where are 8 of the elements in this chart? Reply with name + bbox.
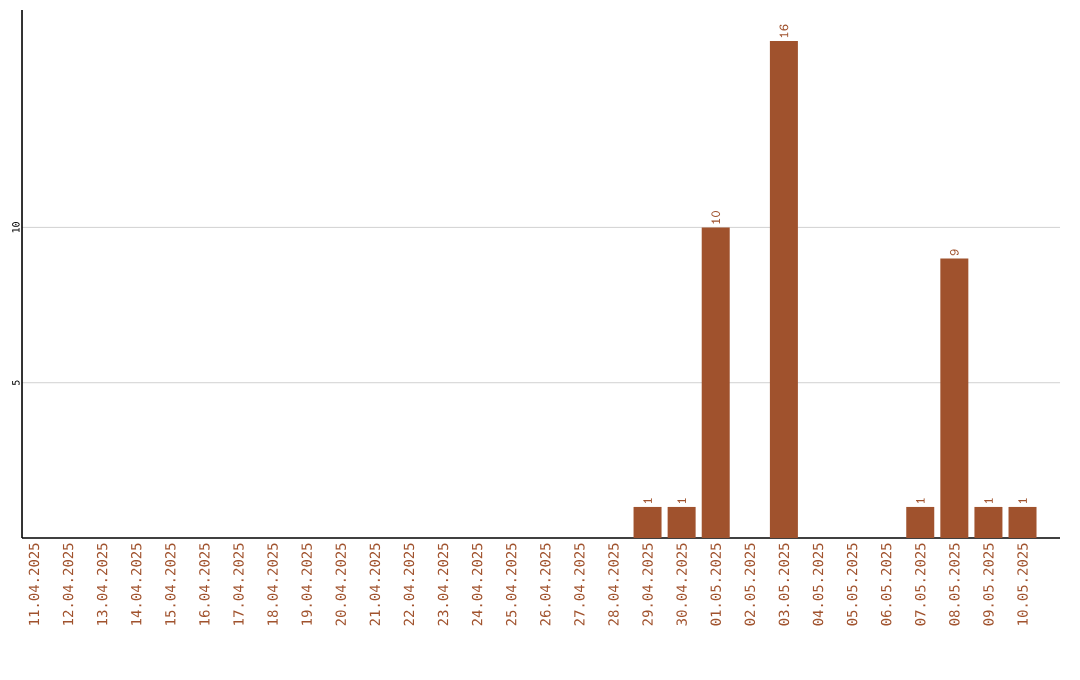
bar bbox=[769, 41, 798, 538]
bar bbox=[906, 506, 935, 538]
bar bbox=[701, 227, 730, 538]
bar bbox=[667, 506, 696, 538]
bar bbox=[633, 506, 662, 538]
bar bbox=[940, 258, 969, 538]
bar bbox=[1008, 506, 1037, 538]
bar bbox=[974, 506, 1003, 538]
